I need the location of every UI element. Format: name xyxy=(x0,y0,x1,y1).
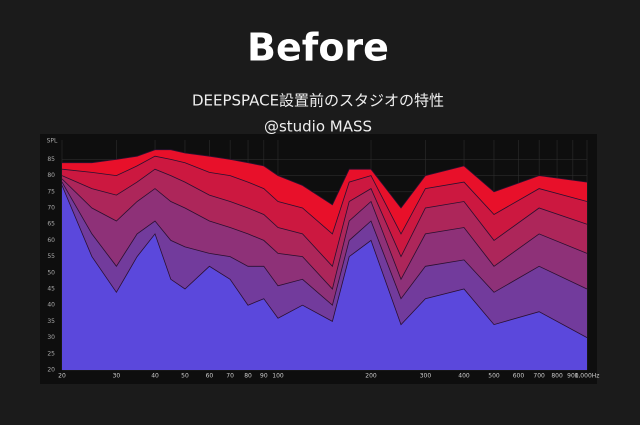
chart-subtitle: DEEPSPACE設置前のスタジオの特性 xyxy=(192,92,444,110)
y-axis-label: SPL xyxy=(47,138,58,145)
x-tick-label: 90 xyxy=(260,373,268,380)
y-tick-label: 65 xyxy=(47,221,55,228)
y-tick-label: 70 xyxy=(47,205,55,212)
area-fill xyxy=(62,185,587,370)
y-tick-label: 20 xyxy=(47,367,55,374)
y-tick-label: 35 xyxy=(47,318,55,325)
y-tick-label: 55 xyxy=(47,253,55,260)
series-line xyxy=(61,178,588,290)
x-tick-label: 1,000Hz xyxy=(575,373,600,380)
x-tick-label: 200 xyxy=(365,373,377,380)
series-line xyxy=(61,168,588,268)
x-tick-label: 400 xyxy=(458,373,470,380)
y-tick-label: 80 xyxy=(47,172,55,179)
x-tick-label: 100 xyxy=(272,373,284,380)
x-tick-label: 80 xyxy=(244,373,252,380)
y-tick-label: 85 xyxy=(47,156,55,163)
x-tick-label: 40 xyxy=(151,373,159,380)
annotation: @studio MASS xyxy=(264,118,372,136)
x-tick-label: 800 xyxy=(551,373,563,380)
x-tick-label: 20 xyxy=(58,373,66,380)
y-tick-label: 30 xyxy=(47,334,55,341)
x-tick-label: 70 xyxy=(226,373,234,380)
series-line xyxy=(61,181,588,306)
chart-title: Before xyxy=(247,26,389,70)
x-tick-label: 900 xyxy=(567,373,579,380)
x-tick-label: 300 xyxy=(420,373,432,380)
y-tick-label: 45 xyxy=(47,286,55,293)
y-tick-label: 40 xyxy=(47,302,55,309)
y-tick-label: 50 xyxy=(47,269,55,276)
series-line xyxy=(61,185,588,338)
series-line xyxy=(61,155,588,235)
x-tick-label: 500 xyxy=(488,373,500,380)
x-tick-label: 600 xyxy=(513,373,525,380)
y-tick-label: 60 xyxy=(47,237,55,244)
x-tick-label: 60 xyxy=(206,373,214,380)
series-line xyxy=(62,149,588,209)
y-tick-label: 75 xyxy=(47,188,55,195)
x-tick-label: 50 xyxy=(181,373,189,380)
y-tick-label: 25 xyxy=(47,350,55,357)
x-tick-label: 700 xyxy=(533,373,545,380)
x-tick-label: 30 xyxy=(113,373,121,380)
